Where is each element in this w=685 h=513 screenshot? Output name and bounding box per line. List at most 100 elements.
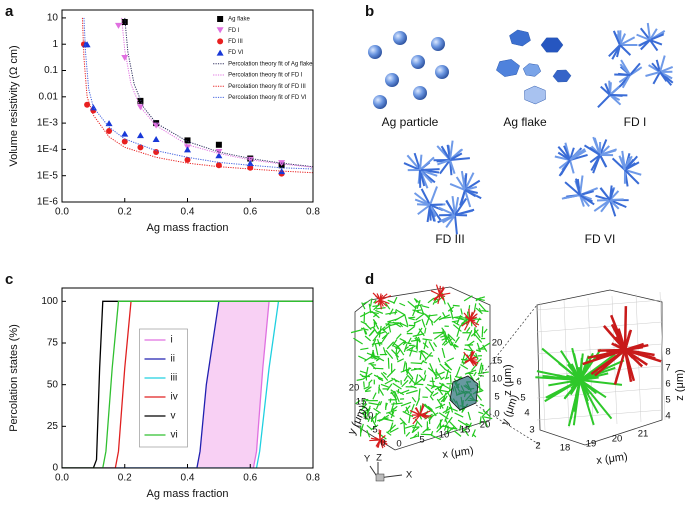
item-label: FD III [435, 232, 464, 246]
data-line [62, 300, 313, 468]
cube-outline [536, 289, 663, 446]
tick-label: 5 [419, 435, 424, 446]
fiber [374, 355, 380, 358]
fiber [444, 376, 450, 380]
fiber [366, 405, 371, 418]
fiber [416, 309, 422, 312]
fiber [415, 336, 421, 343]
fiber [437, 294, 441, 305]
fiber [389, 427, 399, 434]
fiber [441, 327, 446, 333]
fiber [569, 379, 581, 420]
dendrite [454, 208, 475, 216]
fiber [441, 347, 446, 358]
dendrite [575, 178, 581, 196]
dendrite [621, 156, 626, 171]
fiber [419, 403, 424, 416]
fiber [447, 302, 454, 313]
item-label: Ag particle [382, 115, 439, 129]
fiber [412, 426, 420, 433]
fiber [444, 410, 450, 422]
fiber [548, 379, 581, 387]
fiber [420, 351, 427, 360]
fiber [376, 375, 381, 380]
fiber [402, 410, 414, 418]
fiber [421, 318, 426, 328]
item-label: FD I [624, 115, 647, 129]
dendrite [439, 214, 456, 222]
data-point [152, 135, 160, 142]
fiber [382, 371, 387, 376]
fiber [432, 331, 445, 334]
dendrite [638, 39, 651, 47]
fiber [455, 366, 461, 377]
data-point [247, 164, 254, 171]
fiber [415, 313, 425, 321]
fiber [363, 386, 369, 390]
tick-label: 10 [363, 411, 374, 422]
fiber [368, 383, 370, 388]
dendrite [406, 154, 421, 171]
axis-name: Z [376, 453, 382, 464]
panel-label: d [365, 271, 374, 288]
fiber [476, 394, 483, 401]
fiber [451, 320, 459, 323]
dendrite [636, 33, 651, 41]
fiber [454, 375, 464, 379]
dendrite [437, 159, 451, 166]
fiber [448, 420, 458, 430]
fiber [393, 343, 399, 347]
fiber [364, 355, 373, 362]
data-point [153, 148, 160, 155]
fiber [469, 351, 473, 361]
fiber [452, 324, 462, 332]
fiber [481, 326, 484, 338]
fiber [406, 326, 415, 333]
dendrite [449, 140, 454, 161]
fiber [374, 412, 377, 423]
fiber [441, 337, 448, 341]
fiber [397, 388, 400, 394]
fiber [409, 403, 415, 415]
fiber [460, 364, 469, 370]
legend-label: FD III [228, 39, 243, 45]
fiber [360, 310, 371, 318]
dendrite [455, 176, 466, 191]
legend-label: i [171, 335, 173, 346]
fiber [613, 349, 627, 385]
fiber [396, 390, 405, 396]
fiber [433, 315, 442, 324]
dendrite [413, 152, 421, 171]
fiber [379, 434, 386, 441]
fiber [400, 421, 405, 425]
fiber [394, 314, 406, 322]
dendrite [599, 187, 611, 201]
fiber [389, 308, 394, 316]
grid [563, 299, 570, 429]
fiber [428, 341, 435, 352]
fiber [403, 422, 406, 435]
dendrite [588, 146, 601, 156]
fiber [421, 350, 429, 356]
fiber [379, 439, 385, 444]
dendrite [460, 170, 466, 191]
fiber [436, 424, 445, 433]
fiber [362, 300, 369, 305]
fiber [438, 382, 450, 390]
fiber [396, 309, 406, 316]
fiber [437, 395, 446, 402]
fiber [476, 358, 482, 364]
fiber [401, 379, 409, 388]
legend-label: Ag flake [228, 17, 250, 23]
fiber [364, 335, 372, 342]
axis-label: z (μm) [674, 369, 685, 400]
fiber [408, 316, 416, 319]
fiber [375, 309, 384, 314]
fiber [377, 331, 385, 335]
dendrite [619, 63, 631, 76]
fiber [460, 308, 463, 315]
fiber [467, 411, 472, 421]
panel-label: a [5, 3, 14, 20]
dendrite [429, 186, 438, 206]
